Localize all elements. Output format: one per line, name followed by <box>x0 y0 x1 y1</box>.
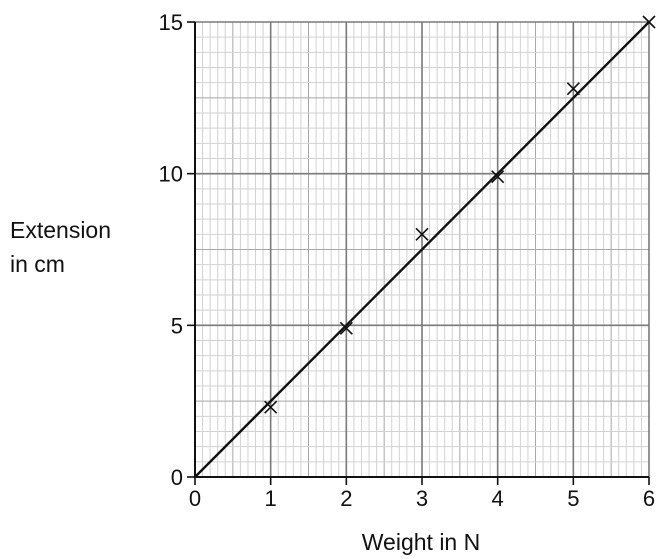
data-point-x-marker <box>339 321 353 335</box>
x-tick-label: 1 <box>265 486 277 511</box>
data-series <box>194 15 656 478</box>
marker-stroke <box>566 82 580 96</box>
y-axis-title-line-1: Extension <box>10 217 111 243</box>
y-tick-label: 15 <box>159 10 183 35</box>
y-tick-label: 5 <box>171 313 183 338</box>
y-tick-label: 10 <box>159 162 183 187</box>
x-tick-label: 6 <box>643 486 655 511</box>
marker-stroke <box>339 321 353 335</box>
y-axis-title-line-2: in cm <box>10 251 65 277</box>
x-tick-label: 5 <box>567 486 579 511</box>
y-tick-label: 0 <box>171 465 183 490</box>
marker-stroke <box>491 170 505 184</box>
x-tick-label: 2 <box>340 486 352 511</box>
data-point-x-marker <box>491 170 505 184</box>
x-tick-label: 3 <box>416 486 428 511</box>
marker-stroke <box>264 400 278 414</box>
x-tick-label: 4 <box>492 486 504 511</box>
data-point-x-marker <box>264 400 278 414</box>
x-axis-title: Weight in N <box>362 529 480 555</box>
x-tick-label: 0 <box>189 486 201 511</box>
tick-labels: 0 1 2 3 4 5 6 0 5 10 15 <box>159 10 656 511</box>
axes <box>187 21 650 485</box>
best-fit-line <box>194 21 650 478</box>
marker-stroke <box>415 227 429 241</box>
data-point-x-marker <box>415 227 429 241</box>
